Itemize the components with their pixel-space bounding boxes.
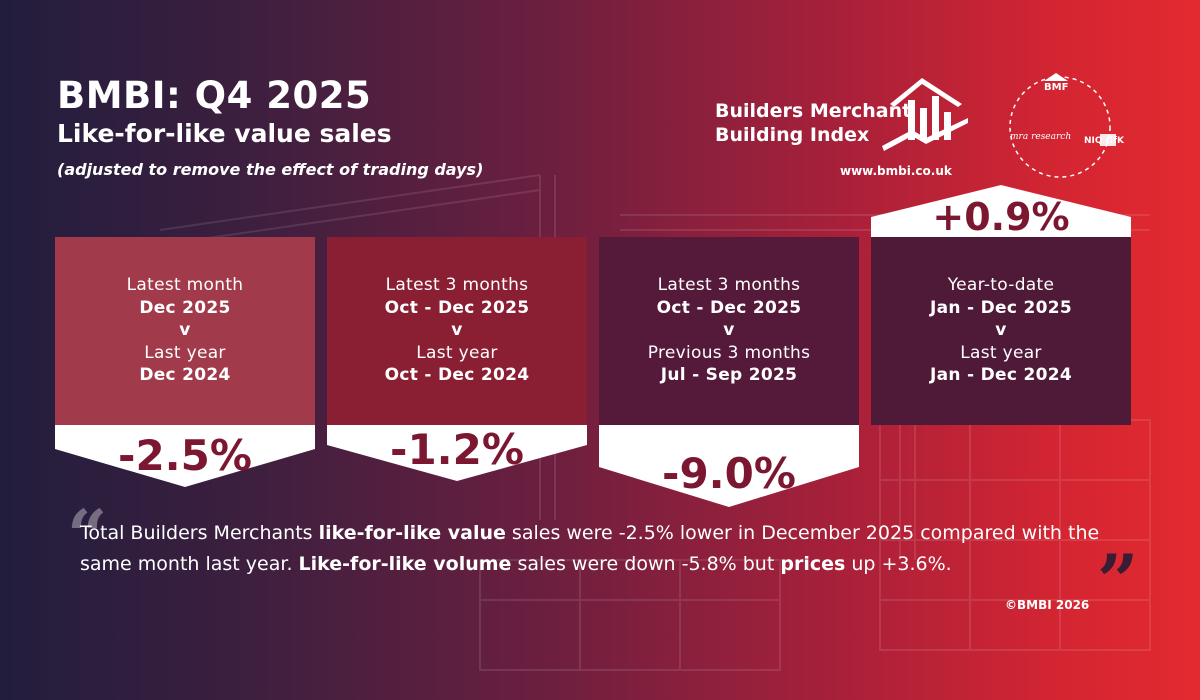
change-badge-latest-3-months: -1.2% bbox=[327, 425, 587, 483]
card-compare-label: Last year bbox=[960, 342, 1042, 363]
card-compare-value: Dec 2024 bbox=[139, 365, 231, 385]
change-value: -1.2% bbox=[390, 425, 524, 474]
bmbi-logo: Builders Merchant Building Index www.bmb… bbox=[710, 74, 970, 184]
card-period-value: Jan - Dec 2025 bbox=[930, 297, 1072, 318]
house-chart-icon bbox=[882, 78, 968, 151]
summary-part: up +3.6%. bbox=[845, 553, 952, 575]
summary-bold: Like-for-like volume bbox=[298, 553, 512, 575]
partner-circle-icon bbox=[1009, 73, 1116, 178]
card-compare-value: Jan - Dec 2024 bbox=[930, 365, 1072, 385]
card-period-value: Oct - Dec 2025 bbox=[656, 297, 802, 318]
summary-part: sales were -2.5% lower in December 2025 … bbox=[80, 522, 1100, 575]
card-period-value: Oct - Dec 2025 bbox=[384, 297, 530, 318]
change-badge-quarter-on-quarter: -9.0% bbox=[599, 425, 859, 509]
change-value: -9.0% bbox=[662, 449, 796, 498]
card-compare-label: Previous 3 months bbox=[647, 342, 811, 363]
card-period-value: Dec 2025 bbox=[139, 297, 231, 318]
logo-text-line1: Builders Merchant bbox=[715, 100, 912, 122]
card-versus: v bbox=[451, 320, 463, 340]
change-value: +0.9% bbox=[932, 195, 1070, 239]
card-period-label: Year-to-date bbox=[947, 275, 1055, 295]
card-versus: v bbox=[179, 320, 191, 340]
change-badge-year-to-date: +0.9% bbox=[871, 185, 1131, 239]
mra-logo: mra research bbox=[1010, 132, 1072, 142]
card-compare-label: Last year bbox=[416, 342, 498, 363]
page-title: BMBI: Q4 2025 bbox=[57, 74, 372, 117]
summary-text: Total Builders Merchants like-for-like v… bbox=[80, 518, 1120, 580]
card-period-label: Latest 3 months bbox=[385, 275, 529, 295]
summary-part: Total Builders Merchants bbox=[80, 522, 319, 544]
change-badge-latest-month: -2.5% bbox=[55, 425, 315, 489]
card-versus: v bbox=[995, 320, 1007, 340]
partner-logos: BMF mra research NIQ GfK bbox=[998, 72, 1128, 182]
card-compare-value: Jul - Sep 2025 bbox=[660, 365, 798, 385]
card-period-label: Latest 3 months bbox=[657, 275, 801, 295]
summary-part: sales were down -5.8% but bbox=[511, 553, 781, 575]
change-value: -2.5% bbox=[118, 431, 252, 480]
niq-gfk-logo: NIQ GfK bbox=[1084, 136, 1124, 146]
metric-card-year-to-date: Year-to-date Jan - Dec 2025 v Last year … bbox=[871, 237, 1131, 425]
card-compare-label: Last year bbox=[144, 342, 226, 363]
bmf-logo: BMF bbox=[1044, 82, 1069, 93]
adjustment-note: (adjusted to remove the effect of tradin… bbox=[57, 160, 484, 179]
card-versus: v bbox=[723, 320, 735, 340]
card-period-label: Latest month bbox=[126, 275, 244, 295]
open-quote-icon: “ bbox=[67, 494, 108, 577]
summary-bold: prices bbox=[780, 553, 846, 575]
close-quote-icon: ” bbox=[1097, 538, 1139, 623]
card-compare-value: Oct - Dec 2024 bbox=[384, 365, 530, 385]
copyright-notice: ©BMBI 2026 bbox=[1005, 598, 1090, 612]
website-link[interactable]: www.bmbi.co.uk bbox=[840, 164, 952, 178]
metric-card-latest-month: Latest month Dec 2025 v Last year Dec 20… bbox=[55, 237, 315, 425]
logo-text-line2: Building Index bbox=[715, 124, 870, 146]
page-subtitle: Like-for-like value sales bbox=[57, 119, 392, 148]
metric-card-quarter-on-quarter: Latest 3 months Oct - Dec 2025 v Previou… bbox=[599, 237, 859, 425]
metric-card-latest-3-months: Latest 3 months Oct - Dec 2025 v Last ye… bbox=[327, 237, 587, 425]
summary-bold: like-for-like value bbox=[318, 522, 506, 544]
